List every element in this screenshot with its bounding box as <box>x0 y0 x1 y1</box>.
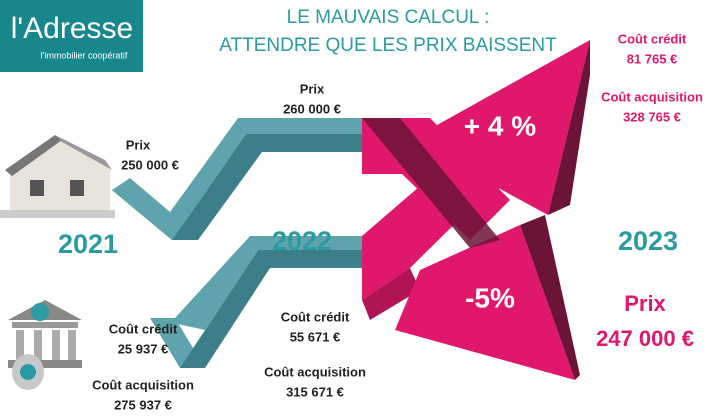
annotation-label: Prix <box>624 291 666 316</box>
house-icon <box>0 135 115 218</box>
annotation-value: 247 000 € <box>596 326 694 351</box>
annotation-value: 55 671 € <box>290 329 341 344</box>
annotation-label: Coût crédit <box>109 321 178 336</box>
year: 2022 <box>272 226 332 256</box>
change: -5% <box>465 282 515 313</box>
logo-name: l'Adresse <box>11 12 133 45</box>
year: 2021 <box>58 229 118 259</box>
annotation-label: Prix <box>300 81 325 96</box>
lower-ribbon <box>150 236 362 368</box>
annotation-label: Coût crédit <box>281 309 350 324</box>
title-line: LE MAUVAIS CALCUL : <box>287 7 490 28</box>
year: 2023 <box>618 226 678 256</box>
annotation-value: 260 000 € <box>283 101 341 116</box>
annotation-label: Coût acquisition <box>601 89 703 104</box>
annotation-value: 315 671 € <box>286 384 344 399</box>
title-line: ATTENDRE QUE LES PRIX BAISSENT <box>219 35 557 56</box>
change: + 4 % <box>464 110 536 141</box>
annotation-value: 250 000 € <box>121 157 179 172</box>
down-arrow <box>362 100 580 380</box>
annotation-label: Coût acquisition <box>92 377 194 392</box>
annotation-label: Coût crédit <box>618 31 687 46</box>
logo-tagline: l'immobilier coopératif <box>41 50 128 60</box>
annotation-label: Coût acquisition <box>264 364 366 379</box>
annotation-value: 81 765 € <box>627 51 678 66</box>
logo-box <box>0 0 143 72</box>
annotation-value: 275 937 € <box>114 397 172 412</box>
annotation-value: 328 765 € <box>623 109 681 124</box>
bank-icon <box>8 300 82 390</box>
upper-ribbon <box>112 118 362 240</box>
annotation-label: Prix <box>126 137 151 152</box>
annotation-value: 25 937 € <box>118 341 169 356</box>
